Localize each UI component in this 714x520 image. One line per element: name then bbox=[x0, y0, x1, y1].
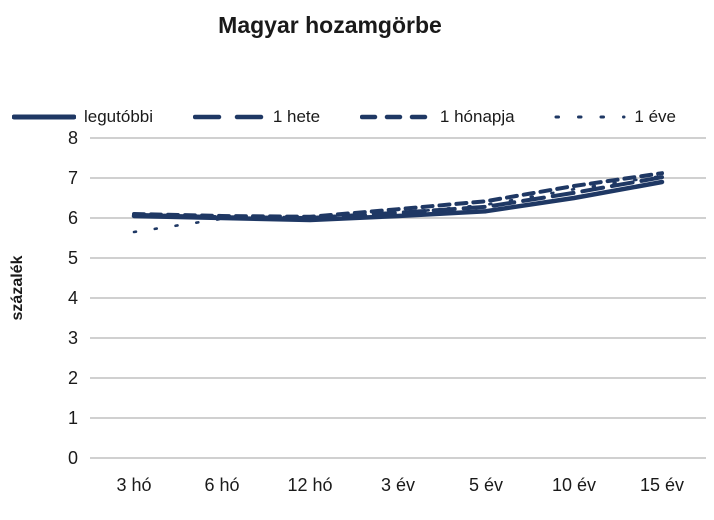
legend-label: legutóbbi bbox=[84, 107, 154, 126]
x-tick-label: 12 hó bbox=[287, 475, 332, 495]
series-line bbox=[132, 174, 664, 234]
legend-item: legutóbbi bbox=[12, 107, 153, 127]
series-line bbox=[131, 179, 665, 223]
y-tick-label: 7 bbox=[68, 168, 78, 188]
y-tick-label: 5 bbox=[68, 248, 78, 268]
legend-item: 1 hete bbox=[192, 107, 321, 127]
chart-title: Magyar hozamgörbe bbox=[218, 12, 442, 38]
legend-label: 1 hónapja bbox=[439, 107, 515, 126]
y-tick-label: 3 bbox=[68, 328, 78, 348]
x-tick-label: 6 hó bbox=[204, 475, 239, 495]
y-tick-label: 0 bbox=[68, 448, 78, 468]
x-tick-label: 3 év bbox=[381, 475, 415, 495]
y-tick-label: 2 bbox=[68, 368, 78, 388]
series-line bbox=[132, 171, 664, 219]
legend-line-sample bbox=[192, 114, 265, 120]
legend-line-sample bbox=[12, 114, 76, 120]
x-tick-label: 10 év bbox=[552, 475, 596, 495]
legend-item: 1 hónapja bbox=[359, 107, 515, 127]
x-tick-label: 3 hó bbox=[116, 475, 151, 495]
y-tick-label: 1 bbox=[68, 408, 78, 428]
legend-line-sample bbox=[359, 114, 432, 120]
legend-label: 1 hete bbox=[272, 107, 321, 126]
y-tick-label: 4 bbox=[68, 288, 78, 308]
y-tick-label: 8 bbox=[68, 128, 78, 148]
y-tick-label: 6 bbox=[68, 208, 78, 228]
legend: legutóbbi 1 hete 1 hónapja 1 éve bbox=[12, 103, 676, 131]
legend-label: 1 éve bbox=[634, 107, 676, 126]
x-tick-label: 15 év bbox=[640, 475, 684, 495]
x-tick-label: 5 év bbox=[469, 475, 503, 495]
legend-item: 1 éve bbox=[554, 107, 676, 127]
